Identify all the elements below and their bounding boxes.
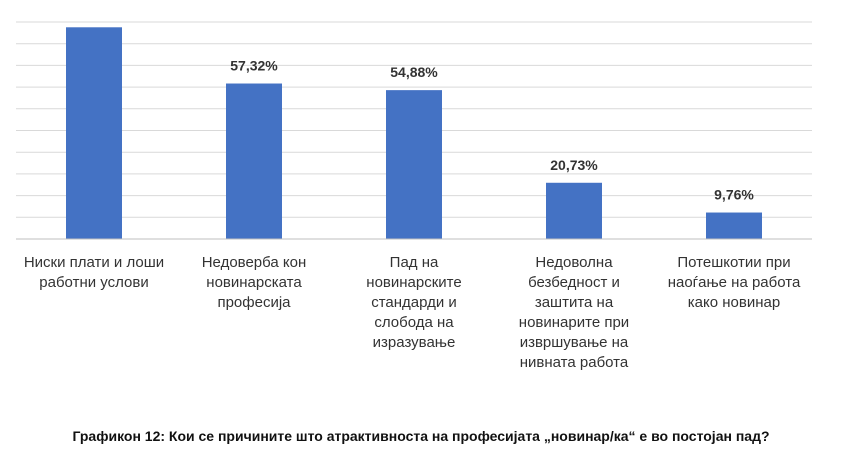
category-label-4: Недоволна безбедност и заштита на новина…	[518, 254, 630, 371]
data-label-4: 20,73%	[550, 157, 598, 173]
bar-4	[546, 182, 602, 239]
category-label-2: Недоверба кон новинарската професија	[201, 254, 307, 311]
data-label-2: 57,32%	[230, 58, 278, 74]
bar-1	[66, 27, 122, 240]
category-label-5: Потешкотии при наоѓање на работа како но…	[667, 254, 801, 311]
bar-3	[386, 90, 442, 239]
bar-5	[706, 212, 762, 239]
data-label-5: 9,76%	[714, 187, 754, 203]
category-label-1: Ниски плати и лоши работни услови	[23, 254, 165, 291]
data-label-3: 54,88%	[390, 64, 438, 80]
bar-chart: 57,32% 54,88% 20,73% 9,76%	[16, 21, 812, 240]
bar-2	[226, 83, 282, 239]
category-label-3: Пад на новинарските стандарди и слобода …	[366, 254, 462, 351]
chart-caption: Графикон 12: Кои се причините што атракт…	[72, 428, 770, 444]
